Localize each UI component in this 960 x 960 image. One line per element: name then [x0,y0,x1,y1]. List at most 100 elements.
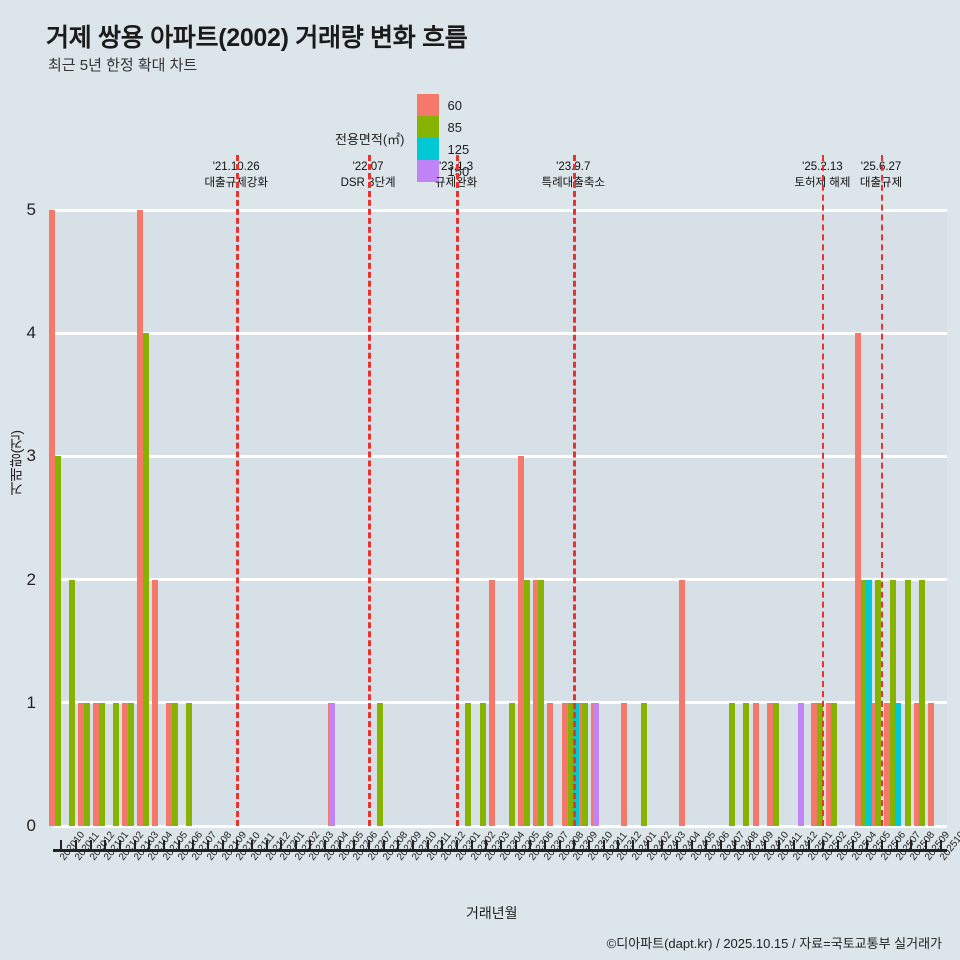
x-tick [631,840,634,852]
bar[interactable] [811,702,818,826]
bar[interactable] [728,702,735,826]
bar[interactable] [928,702,935,826]
bar[interactable] [743,702,750,826]
gridline-1 [53,701,947,705]
x-tick [309,840,312,852]
bar[interactable] [538,579,545,826]
bar[interactable] [919,579,926,826]
bar[interactable] [913,702,920,826]
legend-label: 60 [447,97,462,113]
x-tick [573,840,576,852]
x-tick [353,840,356,852]
bar[interactable] [866,579,873,826]
bar[interactable] [518,456,525,826]
legend-swatch-60 [416,94,439,116]
bar[interactable] [83,702,90,826]
x-tick [192,840,195,852]
bar[interactable] [593,702,600,826]
bar[interactable] [767,702,774,826]
x-tick [514,840,517,852]
legend-label: 85 [447,119,462,135]
bar[interactable] [136,210,143,826]
legend-item-85[interactable]: 85 [416,116,470,138]
y-tick-label: 4 [26,323,36,343]
x-tick [368,840,371,852]
annotation-date: '21.10.26 [212,161,260,173]
y-tick-label: 0 [26,816,36,835]
gridline-0 [53,824,947,828]
legend-item-125[interactable]: 125 [416,138,470,160]
bar[interactable] [78,702,85,826]
x-tick [646,840,649,852]
event-line-202506 [881,155,884,826]
bar[interactable] [772,702,779,826]
x-tick [236,840,239,852]
bar[interactable] [875,579,882,826]
bar[interactable] [69,579,76,826]
bar[interactable] [532,579,539,826]
legend-label: 125 [447,141,470,157]
bar[interactable] [376,702,383,826]
bar[interactable] [166,702,173,826]
bar[interactable] [620,702,627,826]
bar[interactable] [576,702,583,826]
bar[interactable] [825,702,832,826]
annotation-date: '22.07 [352,161,384,173]
bar[interactable] [151,579,158,826]
x-tick [675,840,678,852]
bar[interactable] [508,702,515,826]
bar[interactable] [54,456,61,826]
x-tick [265,840,268,852]
x-tick [866,840,869,852]
bar[interactable] [561,702,568,826]
bar[interactable] [464,702,471,826]
y-axis-ticks: 0 1 2 3 4 5 [0,200,46,835]
bar[interactable] [171,702,178,826]
gridline-3 [53,454,947,458]
bar[interactable] [582,702,589,826]
bar[interactable] [869,702,876,826]
bar[interactable] [567,702,574,826]
chart-plot-area [49,155,947,828]
x-tick [719,840,722,852]
bar[interactable] [798,702,805,826]
bar[interactable] [895,702,902,826]
x-tick [925,840,928,852]
legend-swatch-150 [416,160,439,182]
legend-swatch-85 [416,116,439,138]
x-tick [221,840,224,852]
bar[interactable] [127,702,134,826]
bar[interactable] [113,702,120,826]
bar[interactable] [904,579,911,826]
bar[interactable] [523,579,530,826]
bar[interactable] [93,702,99,826]
x-tick [500,840,502,852]
bar[interactable] [547,702,554,826]
bar[interactable] [855,333,862,826]
bar[interactable] [889,579,896,826]
legend-item-60[interactable]: 60 [416,94,470,116]
x-tick [60,840,63,852]
bar[interactable] [860,579,867,826]
x-tick [778,840,781,852]
bar[interactable] [752,702,759,826]
bar[interactable] [816,702,823,826]
bar[interactable] [679,579,686,826]
bar[interactable] [122,702,129,826]
bar[interactable] [329,702,336,826]
bar[interactable] [640,702,647,826]
x-tick [529,840,532,852]
bar[interactable] [49,210,56,826]
x-tick [382,840,385,852]
x-tick [602,840,605,852]
bar[interactable] [488,579,495,826]
x-tick [133,840,136,852]
bar[interactable] [884,702,891,826]
bar[interactable] [831,702,838,826]
bar[interactable] [98,702,105,826]
bar[interactable] [142,333,149,826]
x-axis-label: 거래년월 [466,905,518,921]
footer-credit: ©디아파트(dapt.kr) / 2025.10.15 / 자료=국토교통부 실… [606,936,942,951]
bar[interactable] [186,702,193,826]
bar[interactable] [479,702,486,826]
